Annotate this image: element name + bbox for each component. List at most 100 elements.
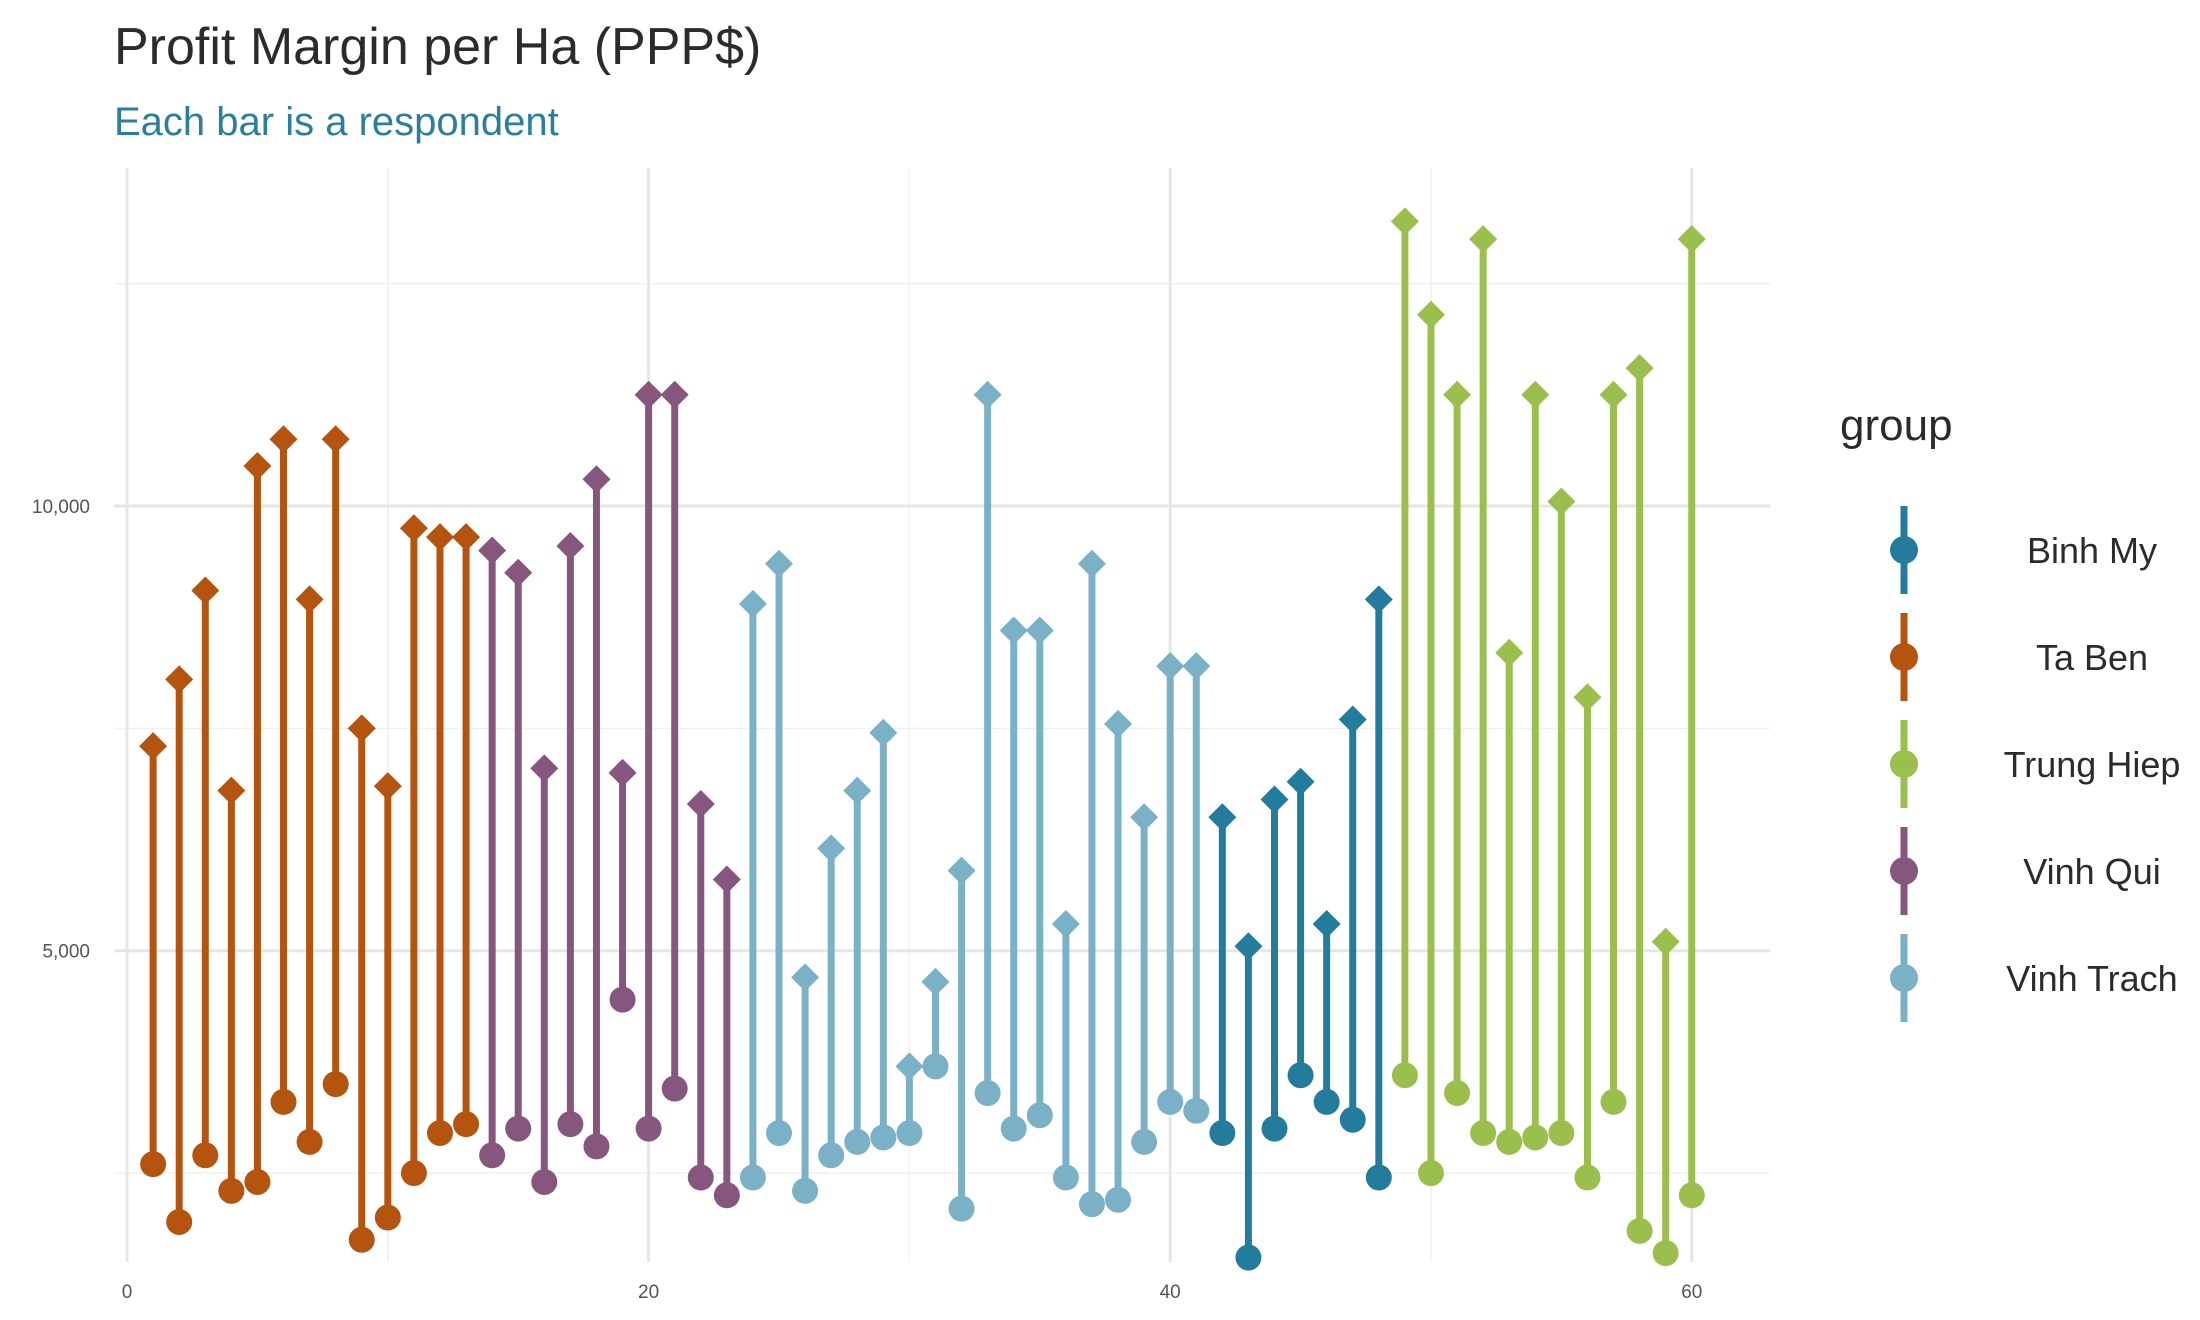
respondent-low-point	[166, 1208, 193, 1235]
respondent-high-point	[1364, 585, 1393, 614]
chart-subtitle: Each bar is a respondent	[114, 100, 559, 144]
respondent-high-point	[269, 425, 298, 454]
respondent-low-point	[1365, 1164, 1392, 1191]
respondent-high-point	[1495, 638, 1524, 667]
respondent-high-point	[1286, 767, 1315, 796]
respondent-high-point	[582, 465, 611, 494]
respondent-high-point	[869, 718, 898, 747]
legend-key-point	[1890, 964, 1918, 992]
respondent-high-point	[686, 789, 715, 818]
respondent-high-point	[399, 514, 428, 543]
respondent-high-point	[817, 834, 846, 863]
respondent-high-point	[634, 380, 663, 409]
respondent-high-point	[295, 585, 324, 614]
respondent-low-point	[1235, 1244, 1262, 1271]
legend-label: Vinh Trach	[2006, 958, 2177, 999]
respondent-low-point	[1391, 1062, 1418, 1089]
respondent-high-point	[530, 754, 559, 783]
respondent-high-point	[660, 380, 689, 409]
respondent-low-point	[1574, 1164, 1601, 1191]
respondent-high-point	[504, 558, 533, 587]
respondent-low-point	[583, 1133, 610, 1160]
respondent-low-point	[1313, 1088, 1340, 1115]
x-tick-label: 60	[1681, 1282, 1702, 1303]
respondent-low-point	[739, 1164, 766, 1191]
respondent-low-point	[557, 1111, 584, 1138]
respondent-high-point	[1312, 910, 1341, 939]
x-axis-tick-labels: 0 20 40 60	[122, 1282, 1703, 1303]
respondent-low-point	[192, 1142, 219, 1169]
respondent-low-point	[1105, 1186, 1132, 1213]
respondent-low-point	[1157, 1088, 1184, 1115]
legend-items: Binh My Ta Ben Trung Hiep Vinh Qui Vinh Trac…	[1890, 506, 2180, 1022]
respondent-low-point	[1496, 1128, 1523, 1155]
respondent-low-point	[870, 1124, 897, 1151]
respondent-high-point	[999, 616, 1028, 645]
respondent-low-point	[400, 1160, 427, 1187]
respondent-low-point	[1600, 1088, 1627, 1115]
respondent-low-point	[505, 1115, 532, 1142]
respondent-low-point	[1548, 1120, 1575, 1147]
respondent-low-point	[1678, 1182, 1705, 1209]
legend-key-point	[1890, 536, 1918, 564]
respondent-low-point	[766, 1120, 793, 1147]
respondent-low-point	[713, 1182, 740, 1209]
respondent-low-point	[661, 1075, 688, 1102]
legend-label: Binh My	[2027, 530, 2157, 571]
legend-key-point	[1890, 857, 1918, 885]
respondent-high-point	[556, 532, 585, 561]
respondent-low-point	[1522, 1124, 1549, 1151]
respondent-high-point	[1573, 683, 1602, 712]
respondent-low-point	[296, 1128, 323, 1155]
respondent-high-point	[608, 758, 637, 787]
respondent-high-point	[921, 967, 950, 996]
y-tick-label: 5,000	[42, 942, 90, 963]
respondent-high-point	[1130, 803, 1159, 832]
respondent-low-point	[844, 1128, 871, 1155]
respondent-low-point	[531, 1168, 558, 1195]
respondent-high-point	[1025, 616, 1054, 645]
legend: group Binh My Ta Ben Trung Hiep Vinh Qui Vin…	[1840, 401, 2180, 1022]
respondent-low-point	[1287, 1062, 1314, 1089]
respondent-high-point	[191, 576, 220, 605]
respondent-low-point	[426, 1120, 453, 1147]
respondent-high-point	[765, 549, 794, 578]
legend-title: group	[1840, 401, 1953, 450]
respondent-low-point	[1209, 1120, 1236, 1147]
respondent-high-point	[1416, 300, 1445, 329]
x-tick-label: 40	[1160, 1282, 1181, 1303]
respondent-low-point	[1261, 1115, 1288, 1142]
respondent-high-point	[1156, 652, 1185, 681]
respondent-high-point	[1443, 380, 1472, 409]
respondent-low-point	[218, 1177, 245, 1204]
respondent-high-point	[973, 380, 1002, 409]
respondent-low-point	[1470, 1120, 1497, 1147]
respondent-low-point	[374, 1204, 401, 1231]
respondent-high-point	[1521, 380, 1550, 409]
respondent-low-point	[609, 986, 636, 1013]
respondent-high-point	[1599, 380, 1628, 409]
respondent-high-point	[791, 963, 820, 992]
x-tick-label: 0	[122, 1282, 133, 1303]
respondent-low-point	[948, 1195, 975, 1222]
respondent-high-point	[895, 1052, 924, 1081]
legend-label: Trung Hiep	[2004, 744, 2181, 785]
y-axis-tick-labels: 5,000 10,000	[32, 497, 90, 963]
respondent-high-point	[217, 776, 246, 805]
respondent-low-point	[922, 1053, 949, 1080]
respondent-high-point	[1651, 927, 1680, 956]
respondent-high-point	[1469, 225, 1498, 254]
respondent-low-point	[818, 1142, 845, 1169]
respondent-low-point	[1078, 1191, 1105, 1218]
chart-title: Profit Margin per Ha (PPP$)	[114, 18, 761, 76]
respondent-low-point	[1444, 1080, 1471, 1107]
respondent-low-point	[1026, 1102, 1053, 1129]
respondent-high-point	[243, 451, 272, 480]
respondent-high-point	[165, 665, 194, 694]
respondent-low-point	[140, 1151, 167, 1178]
respondent-high-point	[373, 772, 402, 801]
respondent-high-point	[1077, 549, 1106, 578]
y-tick-label: 10,000	[32, 497, 90, 518]
respondent-low-point	[244, 1168, 271, 1195]
respondent-high-point	[452, 523, 481, 552]
